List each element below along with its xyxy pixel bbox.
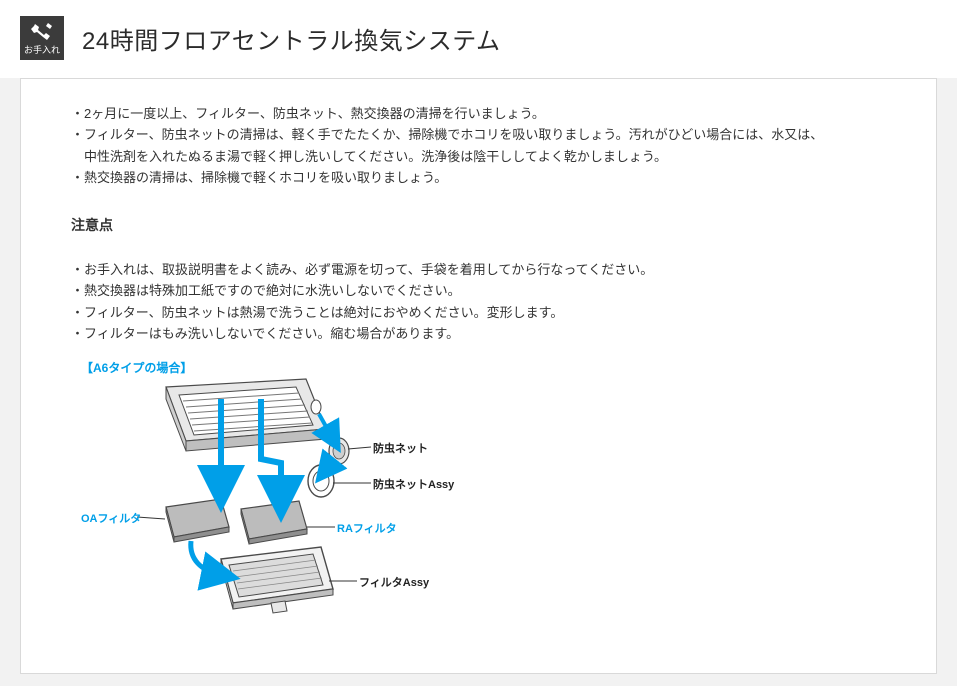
ra-filter-part (241, 501, 307, 544)
content-panel: ・2ヶ月に一度以上、フィルター、防虫ネット、熱交換器の清掃を行いましょう。・フィ… (20, 78, 937, 674)
bullet-text: お手入れは、取扱説明書をよく読み、必ず電源を切って、手袋を着用してから行なってく… (84, 259, 886, 280)
page-header: お手入れ 24時間フロアセントラル換気システム (0, 0, 957, 78)
bullet-text: 2ヶ月に一度以上、フィルター、防虫ネット、熱交換器の清掃を行いましょう。 (84, 103, 886, 124)
oa-filter-part (166, 499, 229, 542)
label-insect-net-assy: 防虫ネットAssy (373, 476, 454, 492)
intro-bullet-list: ・2ヶ月に一度以上、フィルター、防虫ネット、熱交換器の清掃を行いましょう。・フィ… (71, 103, 886, 189)
bullet-dot: ・ (71, 103, 84, 124)
main-unit (166, 379, 326, 451)
wrench-icon (30, 22, 54, 44)
bullet-dot: ・ (71, 302, 84, 323)
filter-assy-part (221, 547, 333, 613)
label-insect-net: 防虫ネット (373, 440, 428, 456)
exploded-diagram: 【A6タイプの場合】 (71, 359, 411, 629)
bullet-dot: ・ (71, 167, 84, 188)
maintenance-icon-label: お手入れ (24, 46, 60, 55)
bullet-line: 中性洗剤を入れたぬるま湯で軽く押し洗いしてください。洗浄後は陰干ししてよく乾かし… (71, 146, 886, 167)
bullet-text: フィルターはもみ洗いしないでください。縮む場合があります。 (84, 323, 886, 344)
bullet-text: 熱交換器の清掃は、掃除機で軽くホコリを吸い取りましょう。 (84, 167, 886, 188)
bullet-line: ・熱交換器は特殊加工紙ですので絶対に水洗いしないでください。 (71, 280, 886, 301)
label-oa-filter: OAフィルタ (81, 510, 141, 526)
bullet-dot: ・ (71, 323, 84, 344)
bullet-line: ・フィルターはもみ洗いしないでください。縮む場合があります。 (71, 323, 886, 344)
caution-bullet-list: ・お手入れは、取扱説明書をよく読み、必ず電源を切って、手袋を着用してから行なって… (71, 259, 886, 345)
bullet-dot: ・ (71, 280, 84, 301)
insect-net-assy-part (308, 465, 334, 497)
bullet-line: ・お手入れは、取扱説明書をよく読み、必ず電源を切って、手袋を着用してから行なって… (71, 259, 886, 280)
maintenance-icon-box: お手入れ (20, 16, 64, 60)
bullet-text: 中性洗剤を入れたぬるま湯で軽く押し洗いしてください。洗浄後は陰干ししてよく乾かし… (84, 146, 886, 167)
bullet-dot: ・ (71, 124, 84, 145)
insect-net-part (329, 438, 349, 464)
bullet-text: フィルター、防虫ネットは熱湯で洗うことは絶対におやめください。変形します。 (84, 302, 886, 323)
bullet-line: ・フィルター、防虫ネットは熱湯で洗うことは絶対におやめください。変形します。 (71, 302, 886, 323)
bullet-line: ・フィルター、防虫ネットの清掃は、軽く手でたたくか、掃除機でホコリを吸い取りまし… (71, 124, 886, 145)
caution-heading: 注意点 (71, 215, 886, 235)
bullet-dot: ・ (71, 259, 84, 280)
bullet-text: 熱交換器は特殊加工紙ですので絶対に水洗いしないでください。 (84, 280, 886, 301)
bullet-text: フィルター、防虫ネットの清掃は、軽く手でたたくか、掃除機でホコリを吸い取りましょ… (84, 124, 886, 145)
page-root: お手入れ 24時間フロアセントラル換気システム ・2ヶ月に一度以上、フィルター、… (0, 0, 957, 686)
page-title: 24時間フロアセントラル換気システム (82, 21, 501, 56)
bullet-line: ・熱交換器の清掃は、掃除機で軽くホコリを吸い取りましょう。 (71, 167, 886, 188)
label-ra-filter: RAフィルタ (337, 520, 397, 536)
label-filter-assy: フィルタAssy (359, 574, 429, 590)
bullet-line: ・2ヶ月に一度以上、フィルター、防虫ネット、熱交換器の清掃を行いましょう。 (71, 103, 886, 124)
